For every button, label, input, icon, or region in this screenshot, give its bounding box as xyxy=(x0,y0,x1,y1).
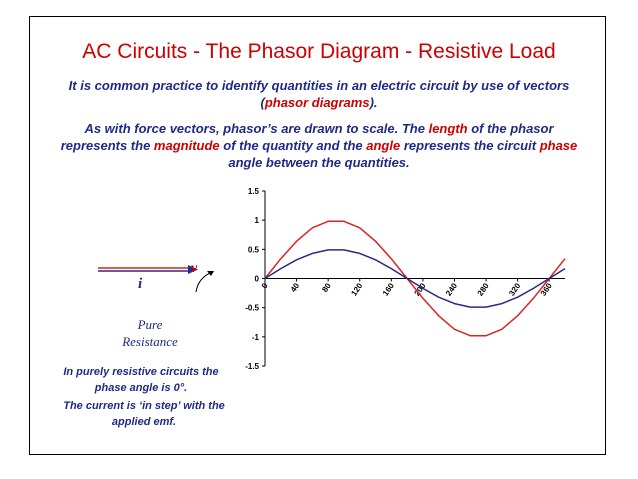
waveform-chart: -1.5-1-0.500.511.50 40 80 120 160 200 240 280 32… xyxy=(245,187,566,371)
expl-text-2: of the phasor represents the xyxy=(60,121,554,153)
phasor-arrowhead xyxy=(188,265,198,274)
expl-text-4: represents the circuit xyxy=(400,138,540,153)
phase-angle-arrowhead xyxy=(207,271,214,276)
expl-highlight-length: length xyxy=(428,121,468,136)
in-step-note: The current is ‘in step’ with the applie… xyxy=(63,400,225,428)
y-tick-label: -1.5 xyxy=(245,362,259,371)
intro-text-1: It is common practice to identify quanti… xyxy=(68,78,570,110)
expl-text-3: of the quantity and the xyxy=(219,138,367,153)
pure-resistance-label: Pure Resistance xyxy=(105,316,195,350)
voltage-series-line xyxy=(264,220,566,337)
voltage-label: v xyxy=(191,261,198,276)
x-tick-label: 0 xyxy=(260,281,270,290)
phase-angle-arc xyxy=(195,271,213,293)
y-tick-label: 0 xyxy=(255,275,260,284)
current-label: i xyxy=(138,276,143,292)
explanation-paragraph: As with force vectors, phasor’s are draw… xyxy=(52,120,586,171)
intro-text-2: ). xyxy=(369,95,378,110)
expl-text-1: As with force vectors, phasor’s are draw… xyxy=(84,121,429,136)
y-tick-label: 0.5 xyxy=(248,245,260,254)
pure-label-line2: Resistance xyxy=(122,334,178,349)
y-tick-label: -0.5 xyxy=(245,304,259,313)
x-tick-label: 40 xyxy=(289,281,302,294)
slide-frame xyxy=(29,16,606,455)
pure-label-line1: Pure xyxy=(137,317,163,332)
y-tick-label: 1.5 xyxy=(248,187,260,196)
expl-highlight-angle: angle xyxy=(366,138,401,153)
intro-paragraph: It is common practice to identify quanti… xyxy=(60,77,578,111)
x-tick-label: 240 xyxy=(444,281,459,298)
x-tick-label: 160 xyxy=(381,281,396,298)
slide-title: AC Circuits - The Phasor Diagram - Resis… xyxy=(82,40,556,63)
phasor-diagram: i v xyxy=(98,261,214,293)
x-tick-label: 80 xyxy=(320,281,333,294)
expl-text-5: angle between the quantities. xyxy=(228,155,410,170)
x-tick-label: 120 xyxy=(349,281,364,298)
expl-highlight-phase: phase xyxy=(539,138,578,153)
current-series-line xyxy=(264,249,566,308)
phase-angle-note: In purely resistive circuits the phase a… xyxy=(63,366,219,394)
y-tick-label: 1 xyxy=(255,216,260,225)
x-tick-label: 280 xyxy=(476,281,491,298)
y-tick-label: -1 xyxy=(252,333,260,342)
expl-highlight-magnitude: magnitude xyxy=(153,138,220,153)
intro-highlight-phasor: phasor diagrams xyxy=(264,95,370,110)
